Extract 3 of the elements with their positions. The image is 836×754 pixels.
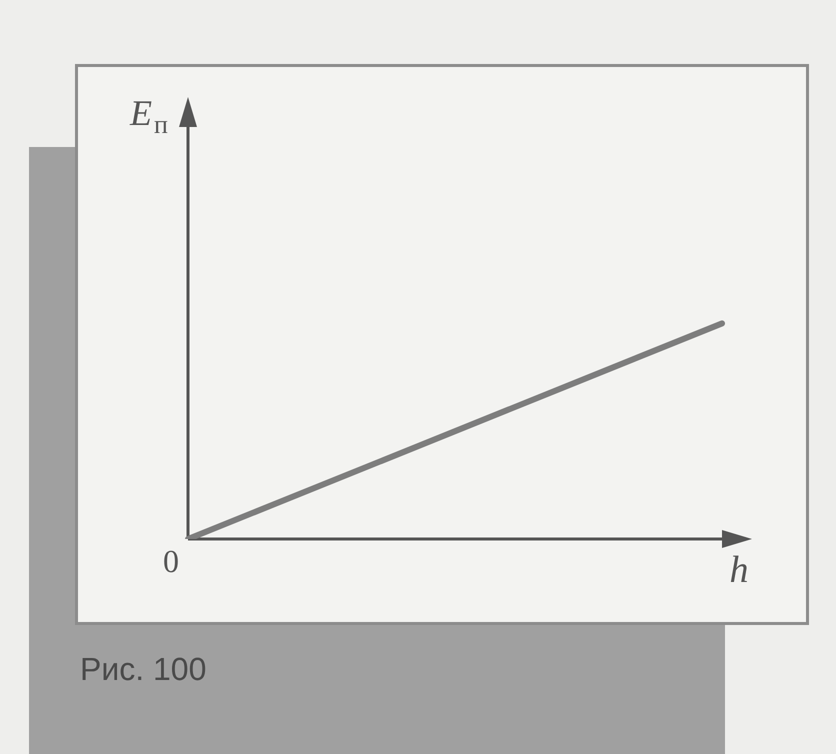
x-axis-title: h <box>730 549 748 591</box>
text: 0 <box>163 543 179 579</box>
text: Рис. 100 <box>80 651 206 687</box>
